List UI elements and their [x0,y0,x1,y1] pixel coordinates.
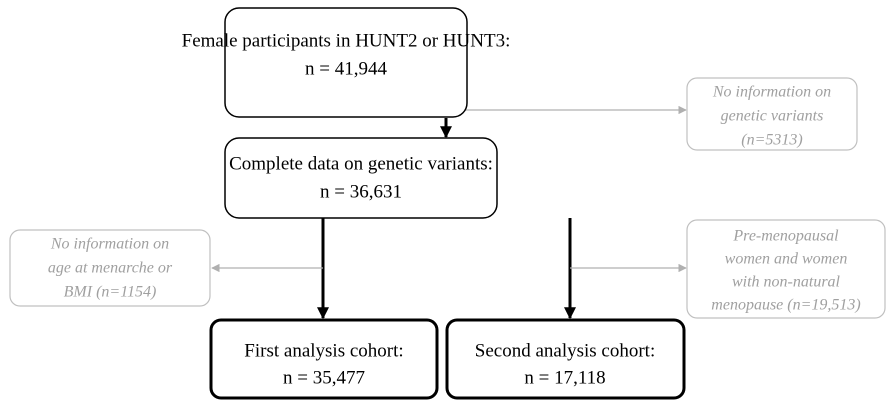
box-label: n = 17,118 [524,367,605,388]
exclusion-label: women and women [725,251,848,268]
box [445,318,686,400]
box-label: n = 35,477 [283,367,365,388]
box-label: Female participants in HUNT2 or HUNT3: [182,30,511,51]
exclusion-label: Pre-menopausal [732,228,839,245]
box-label: Complete data on genetic variants: [229,153,493,174]
box [686,219,886,319]
exclusion-label: (n=5313) [741,132,802,149]
box [224,137,498,219]
box [686,77,858,151]
boxes [9,7,886,400]
exclusion-label: BMI (n=1154) [64,284,157,301]
box-label: n = 41,944 [305,58,387,79]
exclusion-label: menopause (n=19,513) [711,297,860,314]
box [9,229,211,307]
exclusion-label: No information on [50,236,169,253]
box-label: n = 36,631 [320,181,402,202]
box [209,318,439,400]
box [224,7,468,118]
exclusion-label: genetic variants [721,108,824,125]
box-label: First analysis cohort: [244,340,403,361]
connectors [211,105,687,320]
exclusion-label: with non-natural [732,274,841,291]
box-label: Second analysis cohort: [475,340,655,361]
exclusion-label: age at menarche or [48,260,173,277]
labels: Female participants in HUNT2 or HUNT3: n … [48,30,861,388]
exclusion-label: No information on [712,84,831,101]
